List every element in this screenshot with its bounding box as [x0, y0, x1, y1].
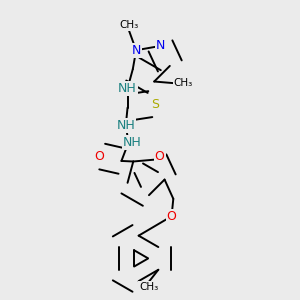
- Text: NH: NH: [123, 136, 141, 149]
- Text: O: O: [167, 210, 176, 223]
- Text: NH: NH: [116, 118, 135, 132]
- Text: CH₃: CH₃: [173, 78, 193, 88]
- Text: N: N: [131, 44, 141, 57]
- Text: O: O: [155, 150, 165, 164]
- Text: O: O: [94, 150, 104, 163]
- Text: N: N: [156, 39, 165, 52]
- Text: S: S: [152, 98, 160, 111]
- Text: NH: NH: [118, 82, 137, 95]
- Text: CH₃: CH₃: [139, 282, 158, 292]
- Text: CH₃: CH₃: [119, 20, 139, 30]
